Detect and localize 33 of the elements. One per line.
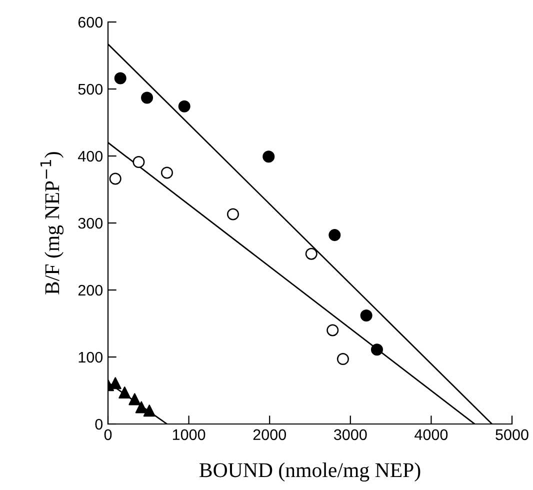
y-tick-label: 400: [78, 150, 103, 162]
x-tick-label: 2000: [253, 429, 286, 440]
point: [141, 92, 154, 104]
y-tick-label: 600: [78, 16, 103, 28]
x-tick-label: 0: [104, 429, 112, 440]
y-tick-label: 0: [95, 418, 103, 430]
x-tick-label: 5000: [496, 429, 528, 440]
y-tick-label: 300: [78, 218, 103, 229]
point: [328, 229, 341, 242]
y-tick-label: 200: [78, 284, 103, 296]
point: [114, 72, 126, 84]
x-tick-label: 1000: [172, 429, 206, 440]
point: [262, 150, 275, 163]
point: [326, 324, 339, 336]
point: [305, 248, 318, 260]
point: [109, 172, 122, 185]
point: [226, 208, 239, 220]
x-tick-label: 3000: [334, 429, 367, 440]
y-tick-label: 500: [78, 84, 103, 95]
point: [135, 401, 148, 414]
point: [360, 309, 372, 322]
point: [132, 156, 145, 168]
point: [336, 353, 349, 366]
point: [128, 393, 141, 406]
point: [143, 404, 156, 417]
point: [370, 344, 383, 356]
x-axis-title: BOUND (nmole/mg NEP): [199, 462, 420, 482]
x-tick-label: 4000: [414, 429, 448, 440]
y-axis-title: B/F (mg NEP$^{−1}$): [40, 152, 64, 294]
point: [160, 166, 173, 179]
point: [178, 100, 190, 112]
y-tick-label: 100: [78, 352, 103, 363]
point: [118, 386, 131, 399]
